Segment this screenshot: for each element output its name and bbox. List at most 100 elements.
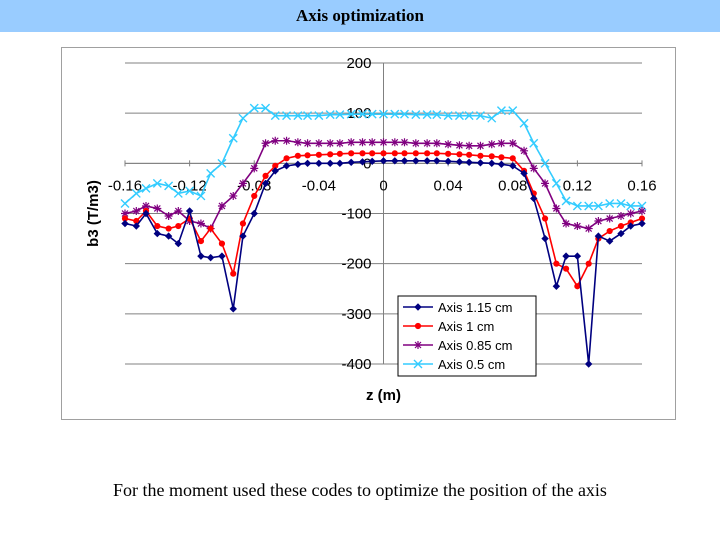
series-3-point-5 xyxy=(173,188,183,198)
series-1-point-46 xyxy=(617,222,625,230)
series-1-point-8 xyxy=(207,225,214,232)
series-2-point-10 xyxy=(229,191,238,200)
series-3-point-20 xyxy=(335,110,345,120)
series-1-point-41 xyxy=(562,265,570,272)
series-0-point-46 xyxy=(617,229,625,238)
series-1-point-16 xyxy=(294,152,301,159)
series-2-point-20 xyxy=(335,139,344,148)
series-2-point-44 xyxy=(594,217,603,226)
series-3-point-25 xyxy=(390,109,400,119)
series-0-point-47 xyxy=(626,222,635,230)
series-0-point-44 xyxy=(594,232,603,240)
series-0-point-2 xyxy=(142,209,150,218)
x-axis-title: z (m) xyxy=(366,387,401,404)
series-0-point-9 xyxy=(218,252,226,260)
series-2-point-40 xyxy=(552,204,561,213)
y-tick-label-5: -300 xyxy=(341,306,371,323)
series-1-point-32 xyxy=(466,151,473,158)
series-3-point-9 xyxy=(217,158,227,168)
series-2-point-26 xyxy=(400,138,409,147)
series-0-point-1 xyxy=(132,222,141,230)
x-tick-label-8: 0.16 xyxy=(627,177,656,194)
series-0-point-25 xyxy=(391,157,399,165)
series-0-point-4 xyxy=(164,232,173,240)
series-3-point-8 xyxy=(206,168,216,178)
series-3-point-6 xyxy=(185,186,195,196)
legend-label-0: Axis 1.15 cm xyxy=(438,300,512,315)
series-1-point-29 xyxy=(433,150,440,157)
series-0-point-28 xyxy=(423,157,431,165)
series-1-point-11 xyxy=(239,220,247,227)
series-2-point-35 xyxy=(497,139,506,148)
series-0-point-30 xyxy=(444,157,452,166)
series-3-point-30 xyxy=(443,111,453,121)
series-1-point-22 xyxy=(359,150,366,157)
series-2-point-2 xyxy=(142,201,151,210)
series-2-point-21 xyxy=(347,138,356,147)
slide-title: Axis optimization xyxy=(296,6,424,25)
series-2-point-42 xyxy=(573,222,582,231)
series-2-point-27 xyxy=(411,139,420,148)
legend-label-2: Axis 0.85 cm xyxy=(438,338,512,353)
legend-marker-0 xyxy=(414,303,422,311)
series-0-point-12 xyxy=(250,209,258,218)
series-2-point-28 xyxy=(423,139,432,148)
series-3-point-39 xyxy=(540,158,550,168)
series-0-point-20 xyxy=(336,159,344,168)
series-3-point-28 xyxy=(422,110,432,120)
x-tick-label-5: 0.04 xyxy=(434,177,463,194)
series-0-point-43 xyxy=(584,360,593,368)
y-tick-label-3: -100 xyxy=(341,206,371,223)
series-3-point-41 xyxy=(561,196,571,206)
series-0-point-14 xyxy=(271,167,279,175)
series-2-point-29 xyxy=(432,139,441,148)
series-2-point-38 xyxy=(529,164,538,173)
slide-caption: For the moment used these codes to optim… xyxy=(113,480,607,500)
series-2-point-22 xyxy=(358,138,367,147)
series-2-point-15 xyxy=(282,136,291,145)
legend-marker-2 xyxy=(414,341,422,349)
series-0-point-0 xyxy=(121,219,129,228)
series-2-point-30 xyxy=(444,140,453,149)
series-2-point-7 xyxy=(196,219,205,228)
series-0-point-48 xyxy=(638,219,646,228)
series-1-point-3 xyxy=(154,222,161,230)
series-0-point-10 xyxy=(229,305,237,313)
series-1-point-24 xyxy=(380,150,387,157)
series-2-point-31 xyxy=(455,141,464,150)
series-2-point-9 xyxy=(217,201,226,210)
series-2-point-24 xyxy=(379,138,388,147)
series-2-point-25 xyxy=(390,138,399,147)
title-bar xyxy=(0,0,720,32)
series-1-point-27 xyxy=(412,150,419,157)
series-0-point-6 xyxy=(185,207,194,215)
series-1-point-19 xyxy=(327,151,334,158)
series-2-point-0 xyxy=(121,209,129,218)
series-2-point-12 xyxy=(250,164,259,173)
legend-label-3: Axis 0.5 cm xyxy=(438,357,505,372)
series-3-point-21 xyxy=(346,109,356,119)
series-0-point-39 xyxy=(541,234,549,243)
series-1-point-35 xyxy=(498,154,505,161)
series-3-point-1 xyxy=(131,188,141,198)
series-1-point-39 xyxy=(541,215,549,222)
series-0-point-18 xyxy=(315,159,323,168)
chart-frame: 200 100 0 -100 -200 -300 -400 -0.16 -0.12 -0.08 -0… xyxy=(61,47,676,420)
y-tick-label-0: 200 xyxy=(346,55,371,72)
series-3-point-35 xyxy=(496,106,506,116)
series-0-point-32 xyxy=(465,158,473,167)
series-0-point-41 xyxy=(562,252,570,260)
series-3-point-29 xyxy=(432,110,442,120)
series-0-point-40 xyxy=(552,282,561,290)
series-1-point-12 xyxy=(251,192,258,200)
series-2-point-13 xyxy=(261,139,270,148)
series-3-point-32 xyxy=(464,111,474,121)
series-1-point-43 xyxy=(585,260,592,267)
series-1-point-15 xyxy=(283,155,290,162)
series-2-point-23 xyxy=(368,138,377,147)
series-0-point-8 xyxy=(206,253,215,262)
series-0-point-23 xyxy=(368,157,376,166)
legend-marker-1 xyxy=(414,322,422,330)
series-0-point-24 xyxy=(379,157,388,165)
series-0-point-29 xyxy=(433,157,441,165)
